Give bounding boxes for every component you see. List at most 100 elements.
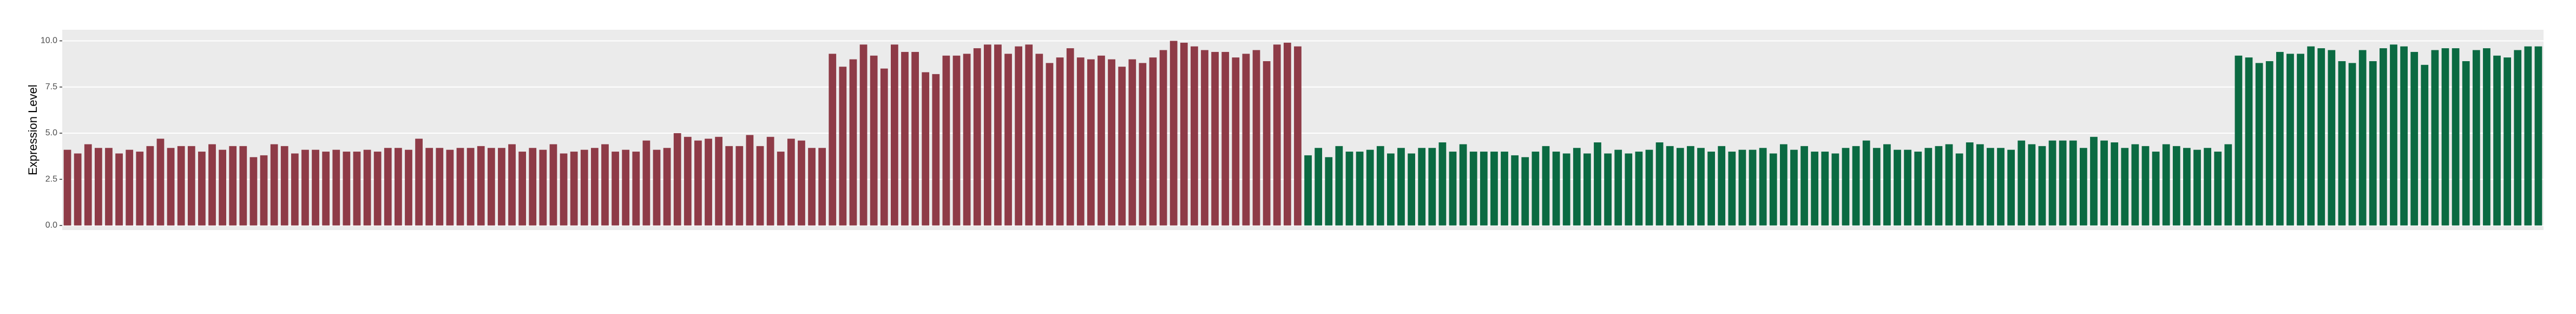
bar (684, 136, 692, 226)
bar (1790, 149, 1798, 226)
bar (312, 149, 319, 226)
bar (1997, 148, 2005, 226)
bar (146, 146, 154, 226)
bar (1046, 63, 1054, 226)
bar (1387, 153, 1395, 226)
bar (932, 74, 940, 226)
bar (2121, 148, 2129, 226)
bar (715, 136, 722, 226)
bar (1666, 146, 1674, 226)
bar (280, 146, 288, 226)
bar (1015, 46, 1023, 226)
bar (2172, 146, 2180, 226)
bar (539, 149, 547, 226)
bar (901, 51, 909, 226)
bar (601, 144, 609, 226)
bar (1139, 63, 1147, 226)
bar (1862, 140, 1870, 226)
bar (1242, 54, 1250, 226)
bar (725, 146, 733, 226)
bar (487, 148, 495, 226)
bar (1304, 155, 1312, 226)
bar (1056, 57, 1064, 226)
bar (446, 149, 454, 226)
bar (2452, 48, 2460, 226)
bar (549, 144, 557, 226)
bar (1221, 51, 1230, 226)
bar (1076, 57, 1085, 226)
bar (1831, 153, 1839, 226)
bar (2483, 48, 2490, 226)
bar (1935, 146, 1943, 226)
bar (1687, 146, 1694, 226)
bar (508, 144, 516, 226)
bar (1066, 48, 1074, 226)
bar (1263, 61, 1271, 226)
bar (2038, 146, 2046, 226)
bar (219, 149, 226, 226)
bar (498, 148, 505, 226)
bar (2338, 61, 2346, 226)
bar (1842, 148, 1850, 226)
bar (983, 44, 991, 226)
bar (1914, 152, 1922, 226)
bar (787, 139, 795, 226)
bar (1966, 142, 1974, 226)
y-axis-title: Expression Level (26, 84, 40, 175)
bar (1511, 155, 1519, 226)
bar (198, 152, 206, 226)
bar (2380, 48, 2387, 226)
bar (2390, 44, 2397, 226)
bar (384, 148, 392, 226)
bar (1438, 142, 1447, 226)
bar (1449, 152, 1457, 226)
bar (105, 148, 113, 226)
bar (2265, 61, 2273, 226)
bar (2224, 144, 2232, 226)
bar (1397, 148, 1405, 226)
bar (2503, 57, 2512, 226)
bar (2079, 148, 2087, 226)
bar (829, 54, 837, 226)
bar (301, 149, 309, 226)
bar (343, 152, 351, 226)
bar (839, 67, 847, 226)
bar (2048, 140, 2056, 226)
y-tick-label: 5.0 (45, 128, 57, 138)
bar (2141, 146, 2150, 226)
bar (167, 148, 175, 226)
bar (2317, 48, 2325, 226)
bar (1459, 144, 1467, 226)
bar (1273, 44, 1281, 226)
bar (952, 55, 961, 226)
bar (632, 152, 640, 226)
bar (260, 155, 268, 226)
bar (2410, 51, 2419, 226)
bar (2472, 50, 2480, 226)
bar (1707, 152, 1715, 226)
bar (1697, 148, 1705, 226)
bar (1583, 153, 1591, 226)
bar (2183, 148, 2191, 226)
bar (663, 148, 671, 226)
bar (1749, 149, 1757, 226)
bar (1552, 152, 1560, 226)
bar (1025, 44, 1033, 226)
bar (1345, 152, 1353, 226)
bar (1159, 50, 1167, 226)
bar (1811, 152, 1819, 226)
bar (1490, 152, 1498, 226)
bar (798, 140, 805, 226)
bar (1087, 59, 1095, 226)
bar (1376, 146, 1384, 226)
bar (363, 149, 371, 226)
bar (818, 148, 826, 226)
bar (84, 144, 92, 226)
bar (2286, 54, 2294, 226)
bar (580, 149, 588, 226)
plot-panel (62, 30, 2544, 230)
y-tick-label: 7.5 (45, 82, 57, 91)
bar (405, 149, 412, 226)
bar (1128, 59, 1136, 226)
